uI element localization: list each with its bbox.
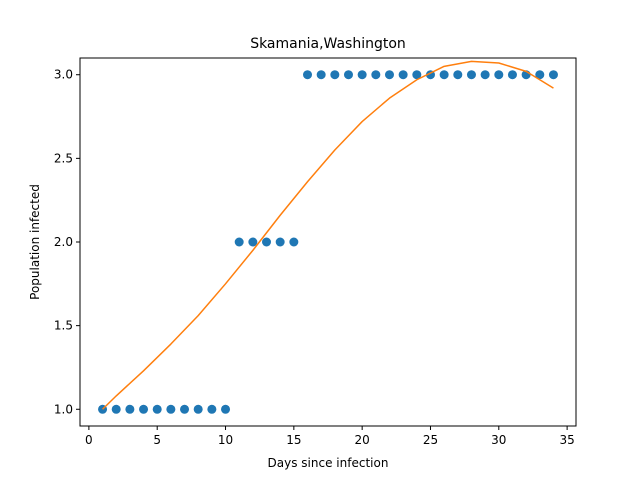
scatter-point: [139, 404, 149, 414]
scatter-point: [412, 70, 422, 80]
scatter-point: [494, 70, 504, 80]
y-tick-label: 1.0: [54, 402, 73, 416]
scatter-point: [439, 70, 449, 80]
scatter-point: [289, 237, 299, 247]
scatter-point: [507, 70, 517, 80]
scatter-point: [111, 404, 121, 414]
x-axis-label: Days since infection: [268, 456, 389, 470]
scatter-point: [398, 70, 408, 80]
scatter-point: [303, 70, 313, 80]
scatter-point: [234, 237, 244, 247]
y-tick-label: 2.5: [54, 151, 73, 165]
plot-layer: [98, 60, 558, 414]
y-axis: 1.0 1.5 2.0 2.5 3.0: [54, 68, 80, 416]
scatter-point: [343, 70, 353, 80]
scatter-point: [480, 70, 490, 80]
x-tick-label: 20: [355, 433, 370, 447]
y-axis-label: Population infected: [28, 184, 42, 300]
scatter-point: [535, 70, 545, 80]
y-tick-label: 2.0: [54, 235, 73, 249]
x-tick-label: 0: [85, 433, 93, 447]
scatter-point: [125, 404, 135, 414]
scatter-point: [466, 70, 476, 80]
x-tick-label: 5: [153, 433, 161, 447]
scatter-point: [207, 404, 217, 414]
scatter-point: [330, 70, 340, 80]
y-tick-label: 3.0: [54, 68, 73, 82]
scatter-point: [193, 404, 203, 414]
x-axis: 0 5 10 15 20 25 30 35: [85, 426, 575, 447]
scatter-point: [262, 237, 272, 247]
x-tick-label: 25: [423, 433, 438, 447]
x-tick-label: 30: [491, 433, 506, 447]
y-tick-label: 1.5: [54, 319, 73, 333]
chart-title: Skamania,Washington: [250, 36, 406, 52]
scatter-point: [371, 70, 381, 80]
scatter-point: [453, 70, 463, 80]
x-tick-label: 35: [559, 433, 574, 447]
scatter-point: [152, 404, 162, 414]
scatter-point: [316, 70, 326, 80]
scatter-point: [275, 237, 285, 247]
scatter-point: [166, 404, 176, 414]
scatter-point: [248, 237, 258, 247]
scatter-point: [180, 404, 190, 414]
scatter-point: [357, 70, 367, 80]
scatter-point: [548, 70, 558, 80]
scatter-point: [384, 70, 394, 80]
fit-line: [102, 60, 554, 410]
x-tick-label: 15: [286, 433, 301, 447]
plot-frame: [79, 57, 577, 427]
x-tick-label: 10: [218, 433, 233, 447]
scatter-point: [221, 404, 231, 414]
